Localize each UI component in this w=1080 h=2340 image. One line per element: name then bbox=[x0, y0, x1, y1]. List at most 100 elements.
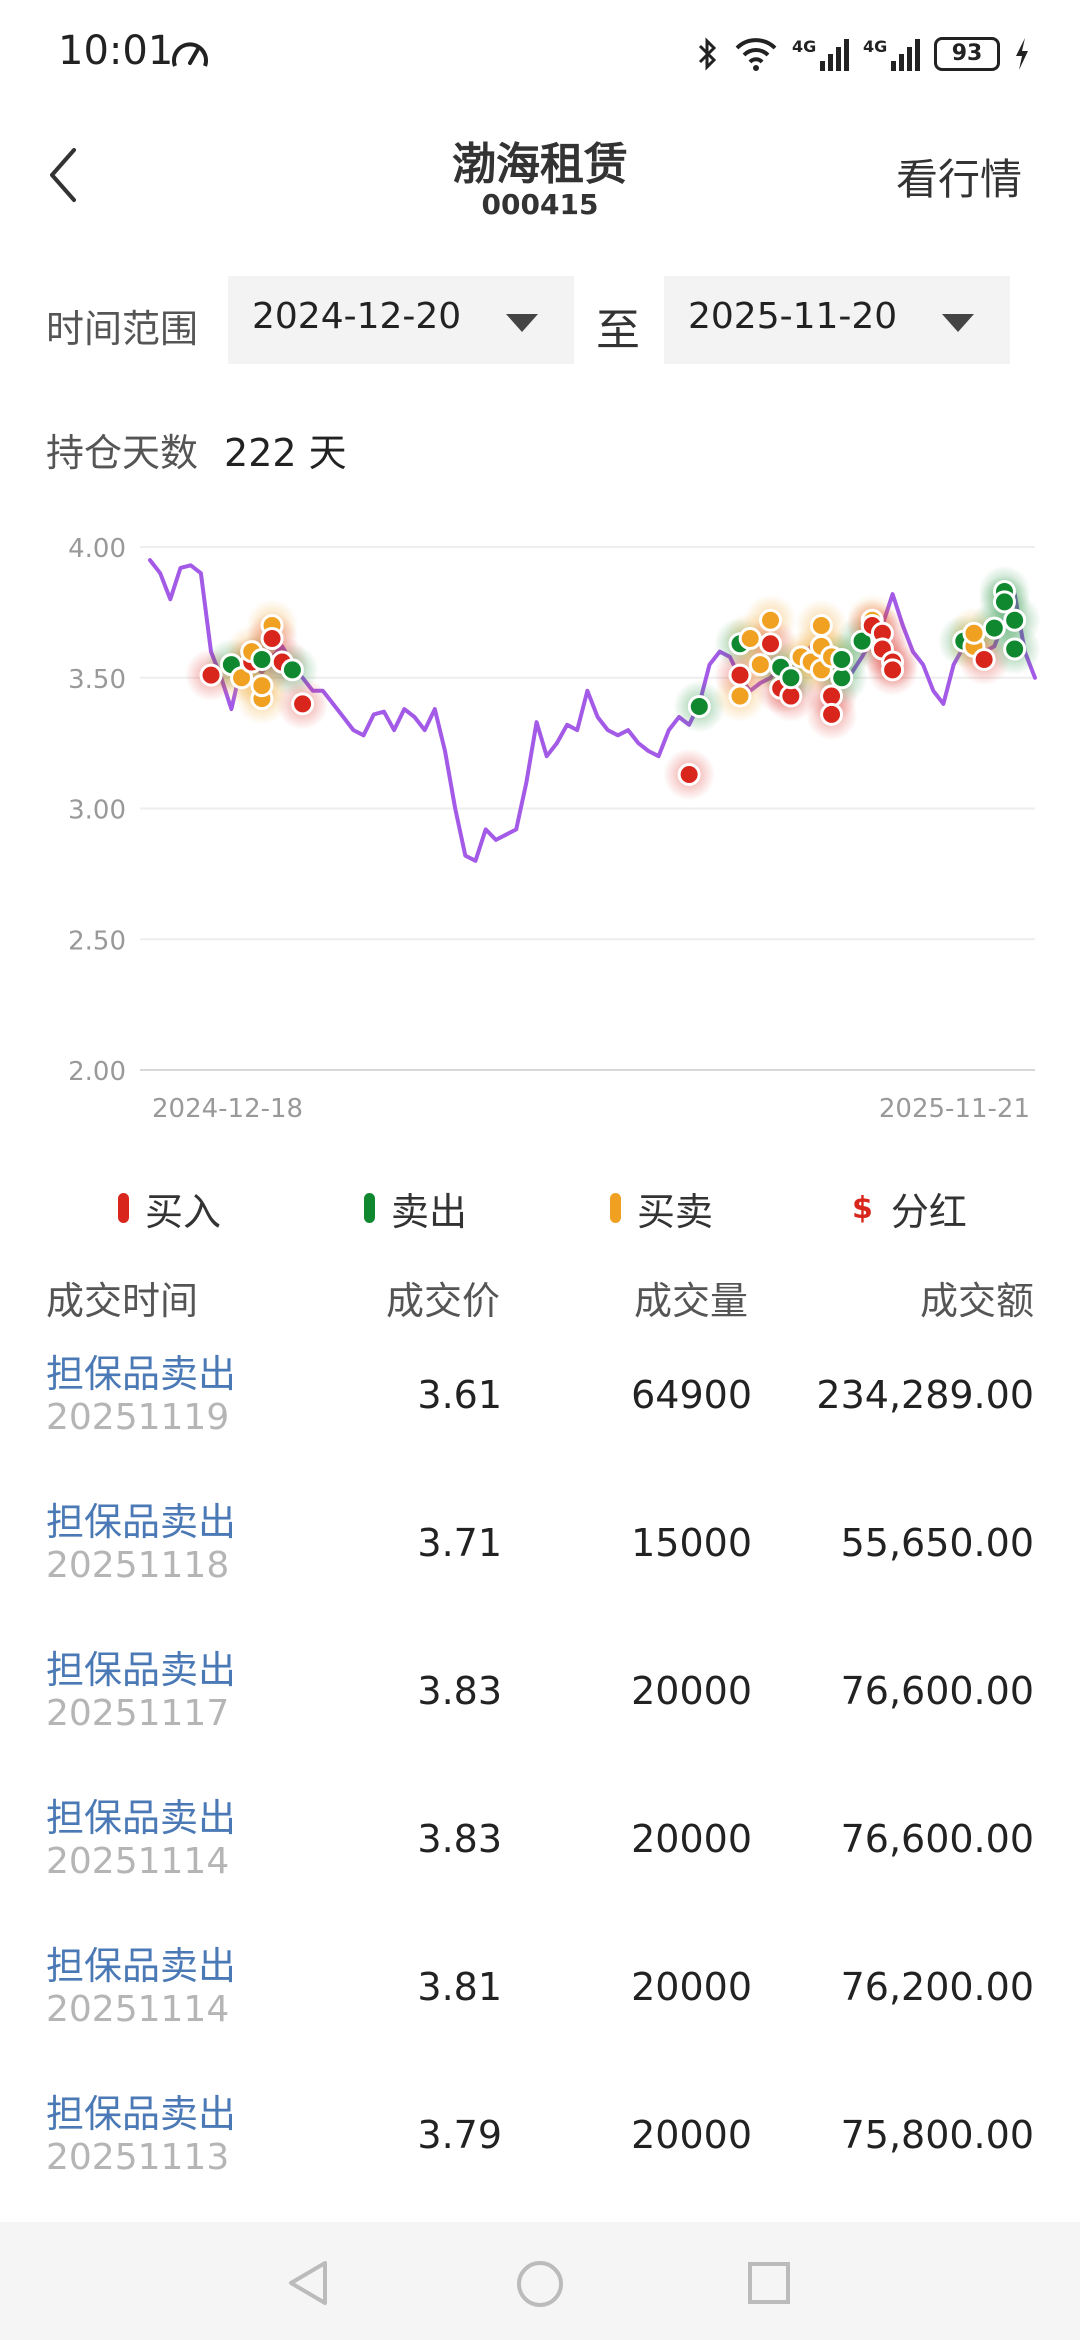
trade-point-sell bbox=[687, 695, 711, 719]
dollar-icon: $ bbox=[852, 1190, 873, 1226]
start-date-select[interactable]: 2024-12-20 bbox=[228, 276, 574, 364]
header-volume: 成交量 bbox=[634, 1279, 749, 1323]
trade-amount: 55,650.00 bbox=[840, 1521, 1034, 1565]
trade-amount: 76,200.00 bbox=[840, 1965, 1034, 2009]
trade-point-buy bbox=[881, 658, 905, 682]
nav-home-icon[interactable] bbox=[515, 2259, 565, 2309]
trade-table-header: 成交时间 成交价 成交量 成交额 bbox=[0, 1270, 1080, 1330]
trade-date: 20251118 bbox=[46, 1545, 230, 1586]
trade-volume: 20000 bbox=[631, 1669, 752, 1713]
trade-type[interactable]: 担保品卖出 bbox=[46, 1352, 237, 1396]
legend-buy-label: 买入 bbox=[145, 1189, 222, 1234]
nav-back-icon[interactable] bbox=[285, 2258, 331, 2308]
price-chart: 4.00 3.50 3.00 2.50 2.00 2024-12-18 2025-11-21 bbox=[68, 534, 1041, 1124]
trade-point-sell bbox=[992, 590, 1016, 614]
legend-dividend-label: 分红 bbox=[890, 1189, 967, 1234]
caret-down-icon bbox=[506, 314, 538, 332]
signal-4g-icon: 4G bbox=[792, 37, 849, 71]
trade-point-sell bbox=[779, 666, 803, 690]
system-navigation-bar bbox=[0, 2222, 1080, 2340]
trade-date: 20251114 bbox=[46, 1841, 230, 1882]
trade-type[interactable]: 担保品卖出 bbox=[46, 2092, 237, 2136]
trade-row[interactable]: 担保品卖出 20251113 3.79 20000 75,800.00 bbox=[0, 2075, 1080, 2223]
trade-price: 3.79 bbox=[417, 2113, 502, 2157]
legend-sell-label: 卖出 bbox=[391, 1189, 468, 1234]
trade-row[interactable]: 担保品卖出 20251117 3.83 20000 76,600.00 bbox=[0, 1631, 1080, 1779]
trade-row[interactable]: 担保品卖出 20251119 3.61 64900 234,289.00 bbox=[0, 1335, 1080, 1483]
x-tick-label: 2025-11-21 bbox=[879, 1094, 1030, 1124]
trade-point-sell bbox=[280, 658, 304, 682]
trade-point-both bbox=[748, 653, 772, 677]
trade-date: 20251117 bbox=[46, 1693, 230, 1734]
trade-point-both bbox=[809, 613, 833, 637]
view-market-button[interactable]: 看行情 bbox=[895, 155, 1022, 204]
trade-point-sell bbox=[982, 616, 1006, 640]
status-bar: 10:01 4G 4G 93 bbox=[0, 0, 1080, 100]
trade-point-sell bbox=[830, 647, 854, 671]
trade-price: 3.83 bbox=[417, 1669, 502, 1713]
trade-price: 3.83 bbox=[417, 1817, 502, 1861]
trade-date: 20251119 bbox=[46, 1397, 230, 1438]
trade-point-sell bbox=[850, 629, 874, 653]
y-tick-label: 2.50 bbox=[68, 926, 126, 956]
speed-gauge-icon bbox=[172, 42, 208, 67]
trade-point-both bbox=[728, 684, 752, 708]
stock-code: 000415 bbox=[481, 188, 599, 221]
trade-volume: 15000 bbox=[631, 1521, 752, 1565]
bluetooth-icon bbox=[698, 37, 717, 71]
trade-point-both bbox=[962, 621, 986, 645]
trade-point-sell bbox=[1003, 637, 1027, 661]
trade-point-buy bbox=[728, 663, 752, 687]
trade-point-sell bbox=[250, 647, 274, 671]
y-tick-label: 3.00 bbox=[68, 796, 126, 826]
chart-legend: 买入 卖出 买卖 $ 分红 bbox=[0, 1180, 1080, 1236]
trade-price: 3.81 bbox=[417, 1965, 502, 2009]
clock: 10:01 bbox=[58, 28, 174, 74]
trade-point-buy bbox=[291, 692, 315, 716]
legend-both: 买卖 bbox=[610, 1180, 713, 1236]
trade-point-buy bbox=[759, 632, 783, 656]
nav-recents-icon[interactable] bbox=[747, 2261, 791, 2305]
trade-amount: 76,600.00 bbox=[840, 1669, 1034, 1713]
header-price: 成交价 bbox=[386, 1279, 501, 1323]
battery-icon: 93 bbox=[934, 37, 1000, 71]
trade-volume: 20000 bbox=[631, 1817, 752, 1861]
end-date-value: 2025-11-20 bbox=[688, 296, 898, 337]
trade-row[interactable]: 担保品卖出 20251114 3.83 20000 76,600.00 bbox=[0, 1779, 1080, 1927]
caret-down-icon bbox=[942, 314, 974, 332]
trade-type[interactable]: 担保品卖出 bbox=[46, 1796, 237, 1840]
trade-type[interactable]: 担保品卖出 bbox=[46, 1500, 237, 1544]
trade-volume: 20000 bbox=[631, 2113, 752, 2157]
trade-type[interactable]: 担保品卖出 bbox=[46, 1648, 237, 1692]
trade-point-buy bbox=[199, 663, 223, 687]
trade-row[interactable]: 担保品卖出 20251114 3.81 20000 76,200.00 bbox=[0, 1927, 1080, 2075]
legend-dividend: $ 分红 bbox=[852, 1180, 967, 1236]
header-trade-time: 成交时间 bbox=[46, 1279, 199, 1323]
network-type-label-2: 4G bbox=[863, 37, 888, 56]
signal-4g-icon-2: 4G bbox=[863, 37, 920, 71]
start-date-value: 2024-12-20 bbox=[252, 296, 462, 337]
buy-marker-icon bbox=[118, 1193, 129, 1223]
trade-date: 20251113 bbox=[46, 2137, 230, 2178]
trade-date: 20251114 bbox=[46, 1989, 230, 2030]
range-to-label: 至 bbox=[596, 305, 640, 356]
system-icons: 4G 4G 93 bbox=[696, 32, 1030, 76]
trade-list: 担保品卖出 20251119 3.61 64900 234,289.00 担保品… bbox=[0, 1335, 1080, 2223]
y-tick-label: 2.00 bbox=[68, 1057, 126, 1087]
date-range-row: 时间范围 2024-12-20 至 2025-11-20 bbox=[0, 276, 1080, 366]
trade-point-both bbox=[250, 674, 274, 698]
trade-row[interactable]: 担保品卖出 20251118 3.71 15000 55,650.00 bbox=[0, 1483, 1080, 1631]
trade-amount: 76,600.00 bbox=[840, 1817, 1034, 1861]
trade-amount: 234,289.00 bbox=[816, 1373, 1034, 1417]
holding-days-label: 持仓天数 bbox=[46, 431, 199, 475]
trade-point-buy bbox=[677, 763, 701, 787]
legend-both-label: 买卖 bbox=[637, 1189, 714, 1234]
wifi-icon bbox=[735, 38, 777, 71]
sell-marker-icon bbox=[364, 1193, 375, 1223]
end-date-select[interactable]: 2025-11-20 bbox=[664, 276, 1010, 364]
legend-sell: 卖出 bbox=[364, 1180, 467, 1236]
trade-volume: 64900 bbox=[631, 1373, 752, 1417]
trade-type[interactable]: 担保品卖出 bbox=[46, 1944, 237, 1988]
nav-bar: 渤海租赁 000415 看行情 bbox=[0, 110, 1080, 240]
back-arrow-icon[interactable] bbox=[40, 140, 90, 210]
